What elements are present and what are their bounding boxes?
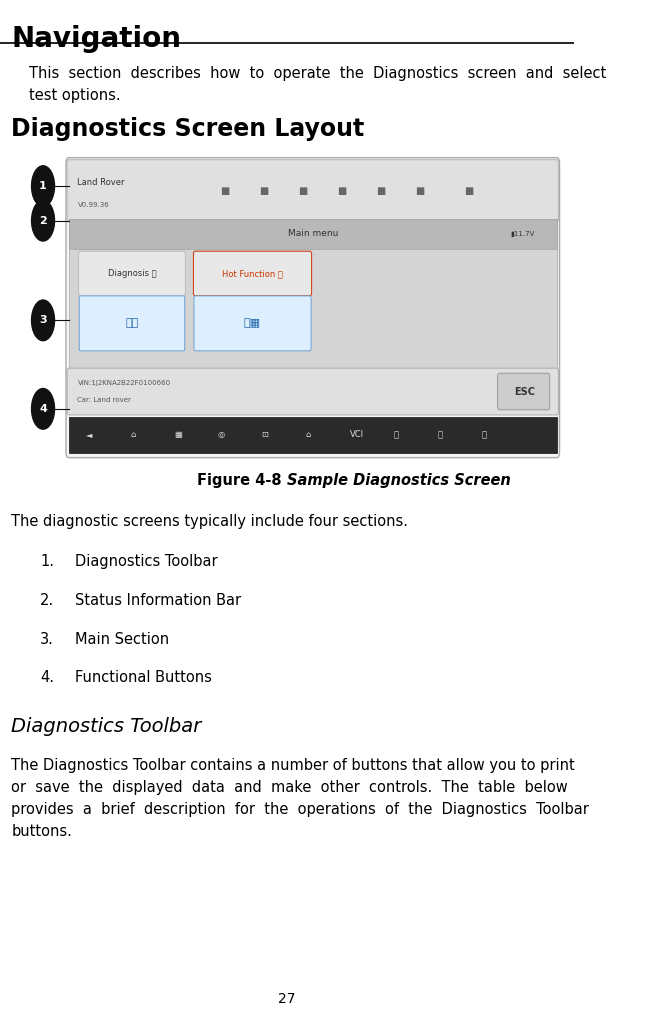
Text: Diagnostics Toolbar: Diagnostics Toolbar	[11, 717, 202, 736]
Text: Figure 4-8: Figure 4-8	[197, 473, 287, 488]
Text: ⊡: ⊡	[262, 430, 269, 439]
Text: Hot Function ⓘ: Hot Function ⓘ	[222, 270, 283, 278]
Text: VIN:1J2KNA2B22F0100660: VIN:1J2KNA2B22F0100660	[78, 380, 170, 386]
FancyBboxPatch shape	[67, 368, 558, 415]
Text: ■: ■	[259, 186, 269, 195]
Text: V0.99.36: V0.99.36	[78, 201, 109, 207]
Text: Car: Land rover: Car: Land rover	[78, 397, 131, 403]
Text: ESC: ESC	[514, 386, 536, 397]
Text: ◎: ◎	[217, 430, 225, 439]
Bar	[69, 249, 557, 397]
Text: The Diagnostics Toolbar contains a number of buttons that allow you to print
or : The Diagnostics Toolbar contains a numbe…	[11, 758, 589, 839]
FancyBboxPatch shape	[79, 296, 185, 351]
Text: ▮11.7V: ▮11.7V	[511, 231, 534, 237]
Text: ■: ■	[220, 186, 229, 195]
Text: Navigation: Navigation	[11, 25, 182, 54]
FancyBboxPatch shape	[194, 251, 312, 296]
Text: ■: ■	[416, 186, 425, 195]
Text: Functional Buttons: Functional Buttons	[75, 670, 211, 685]
Text: ■: ■	[337, 186, 347, 195]
Text: ■: ■	[298, 186, 308, 195]
Text: ▦: ▦	[174, 430, 182, 439]
Text: 1.: 1.	[40, 554, 54, 570]
Text: Status Information Bar: Status Information Bar	[75, 593, 241, 608]
Circle shape	[32, 300, 54, 341]
FancyBboxPatch shape	[66, 158, 560, 458]
Text: 2.: 2.	[40, 593, 54, 608]
Text: Main Section: Main Section	[75, 632, 168, 647]
Circle shape	[32, 200, 54, 241]
Text: The diagnostic screens typically include four sections.: The diagnostic screens typically include…	[11, 514, 408, 529]
Text: ■: ■	[464, 186, 473, 195]
Text: 27: 27	[278, 992, 296, 1006]
Text: 3.: 3.	[40, 632, 54, 647]
Text: ◄: ◄	[86, 430, 93, 439]
FancyBboxPatch shape	[497, 373, 550, 410]
Text: ⌂: ⌂	[306, 430, 311, 439]
Bar	[69, 219, 557, 249]
FancyBboxPatch shape	[194, 296, 311, 351]
Text: 🚗▦: 🚗▦	[244, 318, 261, 328]
Text: Main menu: Main menu	[288, 230, 338, 238]
Text: 🔒: 🔒	[393, 430, 398, 439]
Bar	[69, 417, 557, 453]
Text: 4: 4	[39, 404, 47, 414]
Text: Diagnosis ⓘ: Diagnosis ⓘ	[107, 270, 156, 278]
Text: This  section  describes  how  to  operate  the  Diagnostics  screen  and  selec: This section describes how to operate th…	[29, 66, 606, 104]
Text: ⌂: ⌂	[130, 430, 135, 439]
Text: ■: ■	[377, 186, 386, 195]
Text: 2: 2	[39, 216, 47, 226]
Text: 🚗: 🚗	[438, 430, 442, 439]
Text: Land Rover: Land Rover	[78, 178, 125, 187]
Text: Diagnostics Screen Layout: Diagnostics Screen Layout	[11, 117, 365, 141]
FancyBboxPatch shape	[79, 251, 186, 296]
Text: ⏻: ⏻	[481, 430, 486, 439]
FancyBboxPatch shape	[67, 160, 558, 222]
Text: 4.: 4.	[40, 670, 54, 685]
Text: 3: 3	[39, 315, 47, 325]
Text: VCI: VCI	[349, 430, 363, 439]
Circle shape	[32, 166, 54, 206]
Text: 1: 1	[39, 181, 47, 191]
Circle shape	[32, 388, 54, 429]
Text: 🔧🚗: 🔧🚗	[125, 318, 139, 328]
Text: Diagnostics Toolbar: Diagnostics Toolbar	[75, 554, 217, 570]
Text: Sample Diagnostics Screen: Sample Diagnostics Screen	[287, 473, 511, 488]
